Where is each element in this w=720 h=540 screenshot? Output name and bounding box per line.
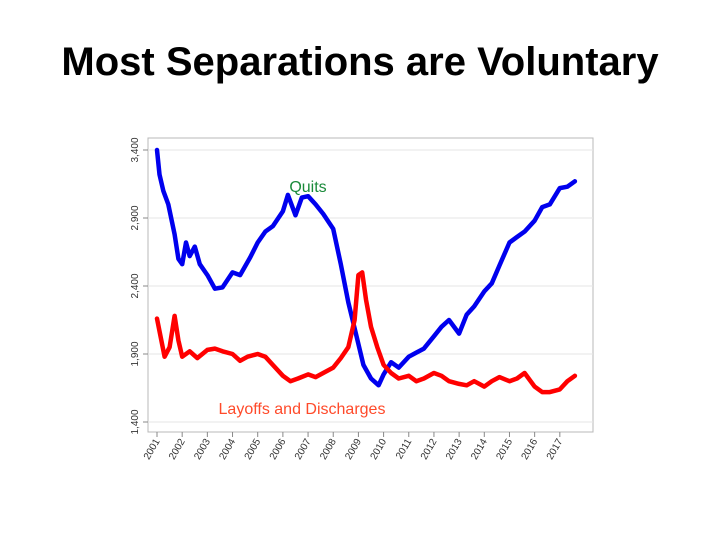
- x-tick-label: 2004: [217, 437, 238, 462]
- x-tick-label: 2015: [494, 437, 515, 462]
- x-tick-label: 2014: [469, 437, 490, 462]
- y-axis: 1,400 1,900 2,400 2,900 3,400: [130, 137, 148, 435]
- series-label-quits: Quits: [289, 179, 326, 196]
- x-tick-label: 2007: [293, 437, 314, 462]
- y-tick-label: 2,400: [130, 273, 141, 298]
- x-tick-label: 2017: [545, 437, 566, 462]
- x-tick-label: 2002: [167, 437, 188, 462]
- x-tick-label: 2003: [192, 437, 213, 462]
- x-tick-label: 2010: [369, 437, 390, 462]
- x-tick-label: 2012: [419, 437, 440, 462]
- x-tick-label: 2013: [444, 437, 465, 462]
- x-axis: 2001 2002 2003 2004 2005 2006 2007 2008 2009 2010…: [142, 432, 566, 462]
- y-tick-label: 1,900: [130, 341, 141, 366]
- x-tick-label: 2005: [243, 437, 264, 462]
- x-tick-label: 2001: [142, 437, 163, 462]
- x-tick-label: 2016: [520, 437, 541, 462]
- x-tick-label: 2006: [268, 437, 289, 462]
- series-label-layoffs-and-discharges: Layoffs and Discharges: [219, 401, 386, 418]
- series-line-quits: [154, 147, 578, 388]
- slide-title: Most Separations are Voluntary: [61, 40, 659, 84]
- series-line-layoffs-and-discharges: [154, 270, 578, 395]
- y-tick-label: 1,400: [130, 409, 141, 434]
- y-tick-label: 2,900: [130, 205, 141, 230]
- y-tick-label: 3,400: [130, 137, 141, 162]
- series-lines: [154, 147, 578, 395]
- x-tick-label: 2009: [343, 437, 364, 462]
- x-tick-label: 2011: [394, 437, 414, 462]
- x-tick-label: 2008: [318, 437, 339, 462]
- gridlines: [148, 149, 593, 423]
